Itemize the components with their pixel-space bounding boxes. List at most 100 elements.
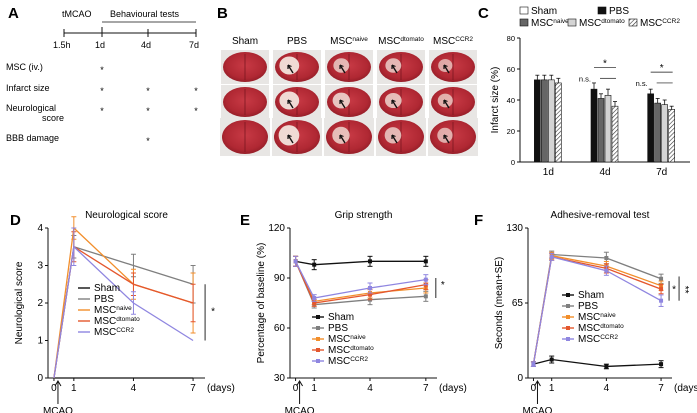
data-point	[312, 296, 317, 300]
x-axis-label: (days)	[439, 383, 467, 394]
mcao-label: MCAO	[522, 406, 552, 413]
y-axis-label: Percentage of baseline (%)	[256, 243, 267, 364]
y-tick-label: 130	[506, 223, 523, 234]
lesion-arrow-head	[287, 99, 292, 104]
legend-label: MSCdtomato	[94, 316, 140, 328]
bar	[647, 93, 654, 163]
x-tick-label: 4	[604, 383, 610, 394]
x-axis-label: (days)	[207, 383, 235, 394]
legend-label: Sham	[531, 6, 557, 17]
timeline-header-behavioural: Behavioural tests	[110, 9, 180, 19]
timeline-label-4d: 4d	[141, 40, 151, 50]
lesion-arrow-head	[339, 134, 344, 139]
mcao-label: MCAO	[285, 406, 315, 413]
legend-label: MSCCCR2	[640, 18, 680, 30]
lesion-arrow	[391, 64, 398, 74]
ns-label: n.s.	[579, 74, 591, 83]
series-line	[532, 256, 662, 365]
brain-section	[272, 118, 322, 156]
x-tick-label: 7	[423, 383, 429, 394]
timeline-asterisk: *	[194, 86, 198, 96]
legend-marker	[316, 326, 320, 330]
panel-label-e: E	[240, 212, 250, 229]
lesion-arrow-head	[339, 64, 344, 69]
legend-label: PBS	[578, 301, 598, 312]
panel-label-f: F	[474, 212, 483, 229]
brain-section	[377, 50, 425, 84]
y-tick-label: 80	[507, 34, 515, 43]
data-point	[531, 362, 536, 367]
data-point	[549, 357, 554, 362]
series-line	[533, 358, 662, 368]
bar	[555, 82, 562, 163]
x-tick-label: 0	[531, 383, 537, 394]
legend-label: MSCnaive	[94, 305, 132, 317]
timeline-label-1d: 1d	[95, 40, 105, 50]
y-tick-label: 4	[37, 223, 43, 234]
data-point	[659, 287, 664, 292]
timeline-header-tmcao: tMCAO	[62, 9, 92, 19]
y-axis-label: Seconds (mean+SE)	[494, 257, 505, 350]
legend-swatch	[519, 18, 529, 27]
data-point	[368, 286, 373, 290]
brain-section-grid	[220, 50, 478, 156]
bar	[654, 102, 661, 163]
chart-title: Grip strength	[335, 210, 393, 221]
data-point	[312, 301, 317, 305]
bar	[541, 79, 548, 163]
brain-section	[273, 50, 321, 84]
legend-marker	[566, 326, 570, 330]
data-point	[368, 292, 373, 297]
data-point	[423, 277, 428, 282]
panel-b: B Sham PBS MSCnaive MSCdtomato MSCCCR2	[217, 5, 478, 156]
lesion-arrow-head	[287, 134, 292, 139]
chart-d-neurological-score: Neurological score 0 1 2 3 4 0 1 4 7 (days) Neurolo…	[14, 210, 235, 413]
x-tick-label: 7	[190, 383, 196, 394]
x-tick-label: 4d	[599, 167, 610, 178]
legend-marker	[316, 359, 320, 363]
legend-marker	[566, 315, 570, 319]
brain-section	[325, 50, 373, 84]
y-tick-label: 65	[512, 298, 524, 309]
data-point	[659, 298, 664, 303]
panel-f: F Adhesive-removal test 0 65 130 0 1 4 7 (days) S…	[474, 210, 697, 413]
y-tick-label: 40	[507, 96, 515, 105]
lesion-arrow-head	[391, 99, 396, 104]
row-label-neurological: Neurological	[6, 103, 56, 113]
lesion-arrow	[391, 134, 398, 144]
lesion-arrow	[339, 99, 346, 109]
brain-column-header: MSCdtomato	[378, 36, 424, 48]
series-line	[294, 261, 426, 304]
significance-star: *	[660, 63, 664, 74]
series-line	[295, 261, 426, 299]
brain-section	[273, 85, 321, 119]
legend-marker	[316, 337, 320, 341]
y-tick-label: 20	[507, 127, 515, 136]
lesion-arrow	[339, 64, 346, 74]
bar	[590, 88, 598, 163]
timeline-label-7d: 7d	[189, 40, 199, 50]
timeline-label-1-5h: 1.5h	[53, 40, 71, 50]
legend-label: PBS	[609, 6, 629, 17]
legend-marker	[566, 293, 570, 297]
panel-label-c: C	[478, 5, 489, 22]
mcao-label: MCAO	[43, 406, 73, 413]
data-point	[549, 254, 554, 259]
legend-marker	[316, 315, 320, 319]
row-label-bbb-damage: BBB damage	[6, 133, 59, 143]
brain-section	[429, 85, 477, 119]
brain-section	[325, 85, 373, 119]
data-point	[604, 256, 609, 260]
x-tick-label: 1	[311, 383, 317, 394]
series-line	[294, 261, 426, 303]
brain-section	[324, 118, 374, 156]
data-point	[604, 364, 609, 369]
lesion-arrow-head	[443, 99, 448, 104]
x-tick-label: 1	[549, 383, 555, 394]
lesion-arrow-head	[391, 64, 396, 69]
legend-label: PBS	[94, 294, 114, 305]
brain-column-header: Sham	[232, 36, 258, 47]
x-tick-label: 0	[51, 383, 57, 394]
bar	[661, 104, 668, 163]
